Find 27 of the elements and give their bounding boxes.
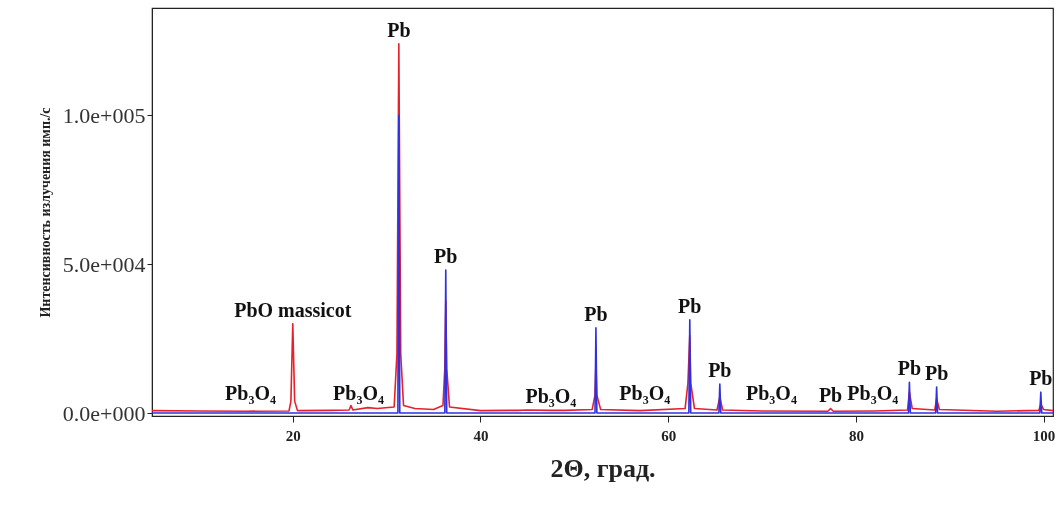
annotation: Pb: [818, 383, 843, 406]
annotation: Pb: [924, 362, 949, 385]
annotation: Pb: [584, 302, 608, 325]
x-tick-label: 60: [661, 427, 677, 444]
annotation: Pb₃O₄: [619, 382, 671, 405]
annotation: Pb₃O₄: [745, 382, 797, 405]
x-tick-label: 100: [1032, 427, 1056, 444]
y-tick-label: 5.0e+004: [62, 251, 146, 277]
x-tick-label: 40: [473, 427, 489, 444]
annotation: Pb: [1029, 367, 1053, 390]
annotation: Pb: [387, 18, 411, 41]
y-axis-title: Интенсивность излучения имп./с: [37, 107, 53, 318]
annotation: PbO massicot: [234, 298, 352, 321]
annotation: Pb: [678, 294, 702, 317]
annotation: Pb₃O₄: [525, 385, 577, 408]
annotation: Pb₃O₄: [333, 382, 384, 405]
x-tick-label: 80: [848, 427, 864, 444]
x-tick-label: 20: [285, 427, 301, 444]
annotation: Pb: [897, 357, 922, 380]
annotation: Pb₃O₄: [847, 382, 899, 405]
x-axis-title: 2Θ, град.: [550, 453, 656, 483]
annotation: Pb: [708, 359, 732, 382]
line-series: [152, 114, 1053, 414]
y-tick-label: 0.0e+000: [62, 400, 146, 426]
annotation: Pb₃O₄: [225, 382, 276, 405]
y-tick-label: 1.0e+005: [62, 102, 146, 128]
annotation: Pb: [434, 245, 458, 268]
